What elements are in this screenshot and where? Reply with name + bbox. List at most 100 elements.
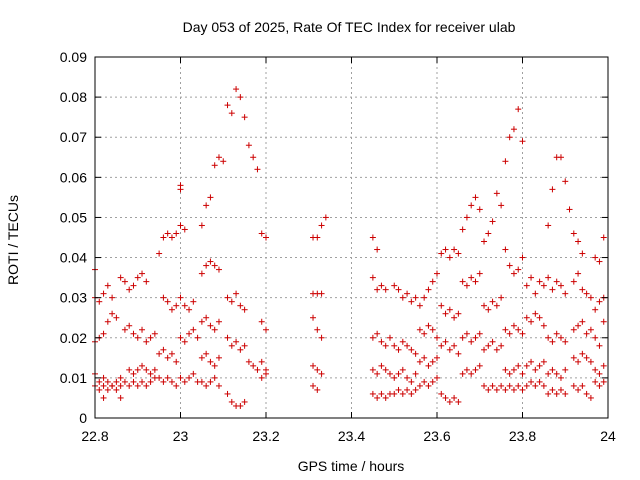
data-point	[429, 278, 436, 285]
data-point	[314, 366, 321, 373]
data-point	[579, 250, 586, 257]
data-point	[160, 346, 167, 353]
data-point	[395, 370, 402, 377]
data-point	[562, 366, 569, 373]
data-point	[549, 386, 556, 393]
data-point	[173, 382, 180, 389]
data-point	[446, 254, 453, 261]
data-point	[493, 346, 500, 353]
y-tick-label: 0.02	[60, 330, 87, 346]
data-point	[173, 358, 180, 365]
data-point	[476, 206, 483, 213]
data-point	[369, 390, 376, 397]
data-point	[575, 270, 582, 277]
data-point	[395, 346, 402, 353]
data-point	[109, 382, 116, 389]
data-point	[147, 334, 154, 341]
data-point	[203, 314, 210, 321]
data-point	[498, 202, 505, 209]
data-point	[502, 366, 509, 373]
data-point	[459, 226, 466, 233]
data-point	[254, 166, 261, 173]
data-point	[438, 302, 445, 309]
data-point	[481, 238, 488, 245]
data-point	[459, 278, 466, 285]
data-point	[519, 254, 526, 261]
data-point	[233, 86, 240, 93]
data-point	[113, 386, 120, 393]
data-point	[399, 390, 406, 397]
data-point	[160, 294, 167, 301]
data-point	[592, 306, 599, 313]
data-point	[425, 322, 432, 329]
data-point	[472, 194, 479, 201]
data-point	[489, 218, 496, 225]
data-point	[553, 330, 560, 337]
data-point	[139, 270, 146, 277]
data-point	[472, 334, 479, 341]
data-point	[579, 382, 586, 389]
data-point	[592, 254, 599, 261]
data-point	[455, 398, 462, 405]
data-point	[164, 298, 171, 305]
data-point	[463, 366, 470, 373]
data-point	[207, 258, 214, 265]
data-point	[130, 378, 137, 385]
data-point	[579, 286, 586, 293]
data-point	[540, 322, 547, 329]
data-point	[523, 362, 530, 369]
data-point	[600, 362, 607, 369]
data-point	[134, 382, 141, 389]
data-point	[442, 338, 449, 345]
data-point	[434, 374, 440, 381]
data-point	[126, 366, 133, 373]
data-point	[228, 110, 235, 117]
data-point	[190, 326, 197, 333]
data-point	[322, 214, 329, 221]
data-point	[476, 270, 483, 277]
data-point	[575, 322, 582, 329]
data-point	[421, 330, 428, 337]
data-point	[545, 274, 552, 281]
data-point	[592, 378, 599, 385]
data-point	[186, 306, 193, 313]
data-point	[126, 382, 133, 389]
data-point	[96, 378, 103, 385]
data-point	[498, 382, 505, 389]
data-point	[489, 382, 496, 389]
data-point	[502, 158, 509, 165]
data-point	[485, 230, 492, 237]
data-point	[557, 374, 564, 381]
data-point	[587, 294, 594, 301]
data-point	[438, 250, 445, 257]
data-point	[203, 262, 210, 269]
data-point	[177, 222, 184, 229]
data-point	[391, 390, 398, 397]
data-point	[429, 326, 436, 333]
data-point	[117, 374, 124, 381]
data-point	[160, 378, 167, 385]
data-point	[177, 294, 184, 301]
data-point	[506, 262, 513, 269]
data-point	[318, 290, 325, 297]
data-point	[412, 386, 419, 393]
data-point	[446, 398, 453, 405]
data-point	[451, 246, 458, 253]
data-point	[404, 386, 411, 393]
data-point	[528, 378, 535, 385]
data-point	[570, 354, 577, 361]
data-point	[587, 394, 594, 401]
data-point	[596, 298, 603, 305]
data-point	[549, 338, 556, 345]
data-point	[583, 290, 590, 297]
data-point	[104, 282, 111, 289]
data-point	[237, 94, 244, 101]
data-point	[113, 314, 120, 321]
x-axis-label: GPS time / hours	[298, 458, 405, 474]
data-point	[168, 350, 175, 357]
data-point	[134, 366, 141, 373]
data-point	[476, 330, 483, 337]
data-point	[378, 338, 385, 345]
data-point	[528, 274, 535, 281]
